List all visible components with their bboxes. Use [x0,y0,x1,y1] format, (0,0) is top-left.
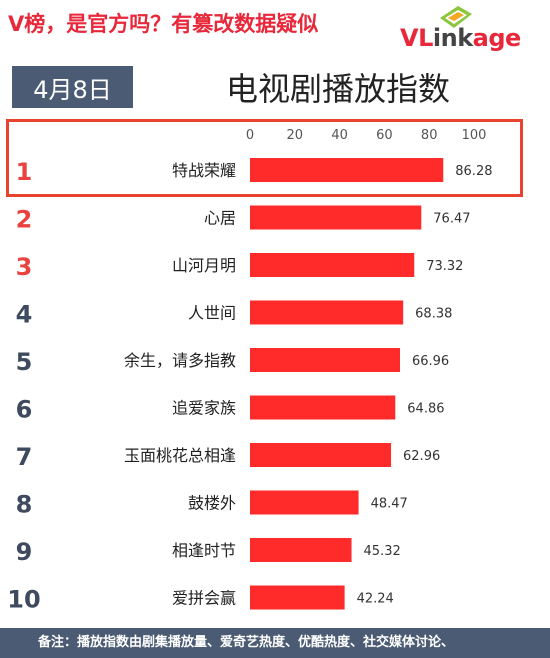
category-label: 心居 [204,209,236,228]
top-rank-highlight-box [6,119,523,197]
rank-number: 9 [16,538,33,566]
bar [250,205,422,230]
value-label: 68.38 [415,307,452,322]
value-label: 48.47 [371,497,408,512]
bar [250,585,345,610]
value-label: 45.32 [364,544,401,559]
category-label: 追爱家族 [172,399,236,418]
vlinkage-logo-mark-icon [440,6,472,28]
headline: V榜，是官方吗？有篡改数据疑似 [8,12,319,36]
bar [250,395,396,420]
bar [250,538,352,562]
category-label: 爱拼会赢 [172,589,236,608]
value-label: 62.96 [403,449,440,464]
rank-number: 6 [16,396,33,424]
chart-title: 电视剧播放指数 [226,70,451,108]
category-label: 特战荣耀 [172,161,236,180]
category-label: 人世间 [188,304,236,323]
x-tick-label: 0 [246,128,254,143]
rank-number: 1 [16,158,33,186]
value-label: 64.86 [407,402,444,417]
rank-number: 3 [16,253,33,281]
value-label: 86.28 [455,164,492,179]
date-badge: 4月8日 [12,66,133,108]
rank-number: 2 [16,206,33,234]
value-label: 76.47 [433,212,470,227]
category-label: 玉面桃花总相逢 [124,446,236,465]
x-tick-label: 40 [331,128,348,143]
category-label: 余生，请多指教 [124,351,236,370]
bar [250,490,359,515]
value-label: 42.24 [357,592,394,607]
x-tick-label: 60 [376,128,393,143]
value-label: 66.96 [412,354,449,369]
bar-chart: 0 20 40 60 80 100 1 特战荣耀 86.28 2 心居 76.47 3 山河月明 73.32… [7,128,492,614]
bar [250,443,392,467]
bar [250,300,404,325]
vlinkage-logo: VLinkage [400,4,540,52]
logo-wordmark: VLinkage [400,24,521,52]
rank-number: 7 [16,443,33,471]
bar [250,348,400,372]
category-label: 山河月明 [172,256,236,275]
x-tick-label: 80 [421,128,438,143]
rank-number: 5 [16,348,33,376]
x-tick-label: 20 [287,128,304,143]
value-label: 73.32 [426,259,463,274]
rank-number: 4 [16,301,33,329]
category-label: 鼓楼外 [188,494,236,513]
bar [250,253,415,277]
bar [250,158,444,182]
x-tick-label: 100 [462,128,487,143]
rank-number: 8 [16,491,33,519]
rank-number: 10 [7,586,40,614]
category-label: 相逢时节 [172,541,236,560]
footnote: 备注：播放指数由剧集播放量、爱奇艺热度、优酷热度、社交媒体讨论、 [0,628,550,658]
